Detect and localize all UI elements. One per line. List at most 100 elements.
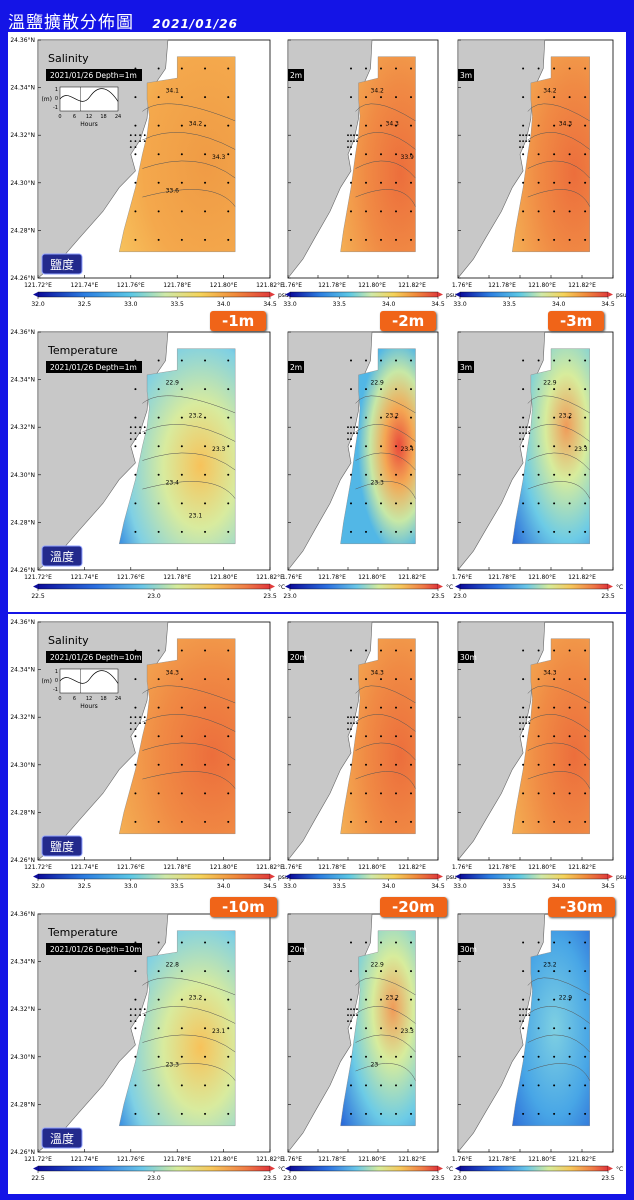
station-dot (350, 998, 352, 1001)
station-dot (537, 181, 540, 184)
tide-xtick: 0 (58, 696, 61, 702)
colorbar-tick-label: 33.5 (503, 301, 517, 308)
station-dot (356, 140, 358, 143)
station-dot (157, 210, 160, 213)
station-dot (380, 820, 382, 823)
colorbar-tick-label: 34.5 (263, 301, 277, 308)
station-dot (568, 473, 571, 476)
station-dot (365, 970, 367, 973)
station-dot (395, 67, 397, 70)
station-dot (395, 792, 397, 795)
station-dot (365, 238, 367, 241)
station-dot (528, 134, 531, 137)
station-dot (350, 96, 352, 99)
contour-label: 34.3 (212, 154, 226, 161)
station-dots (519, 67, 587, 241)
station-dot (134, 820, 137, 823)
lon-tick-label: 121.78°E (163, 1156, 191, 1163)
station-dot (519, 140, 521, 143)
field-area (512, 56, 590, 253)
partial-depth-label: 20m (288, 651, 307, 663)
station-dot (537, 96, 540, 99)
station-dot (350, 820, 352, 823)
station-dot (522, 438, 524, 440)
section-shallow: 34.1 34.2 34.3 33.6 34.2 34.3 33.9 34.2 34.3 24.3… (8, 32, 626, 612)
station-dot (365, 649, 367, 652)
station-dot (537, 359, 540, 362)
station-dot (227, 67, 230, 70)
station-dot (134, 502, 137, 505)
station-dot (584, 763, 587, 766)
station-dot (568, 1027, 571, 1030)
land-shape (457, 621, 546, 861)
station-dot (134, 210, 137, 213)
colorbar-tick-label: 33.5 (503, 883, 517, 890)
station-dot (537, 445, 540, 448)
station-dot (553, 388, 556, 391)
contour-line (355, 452, 416, 471)
land-shape (287, 621, 373, 861)
colorbar-tick-label: 33.0 (283, 883, 297, 890)
partial-depth-label: 3m (458, 361, 474, 373)
station-dot (410, 388, 412, 391)
station-dot (204, 1055, 207, 1058)
station-dot (395, 763, 397, 766)
lat-tick-label: 24.30°N (10, 1054, 35, 1061)
partial-depth-label: 20m (288, 943, 307, 955)
station-dot (410, 530, 412, 533)
station-dot (395, 96, 397, 99)
station-dot (522, 1112, 525, 1115)
station-dot (139, 1014, 141, 1017)
station-dot (157, 416, 160, 419)
station-dot (584, 735, 587, 738)
station-dot (519, 146, 521, 148)
station-dot (522, 1020, 524, 1022)
field-area (118, 930, 236, 1127)
station-dot (365, 210, 367, 213)
station-dot (365, 473, 367, 476)
station-dot (129, 1008, 132, 1011)
station-dot (410, 735, 412, 738)
station-dot (134, 1027, 137, 1030)
station-dot (410, 820, 412, 823)
station-dot (522, 388, 525, 391)
station-dot (553, 820, 556, 823)
colorbar-tick-label: 33.5 (333, 301, 347, 308)
station-dot (350, 728, 352, 730)
variable-badge: 溫度 (41, 1127, 83, 1149)
station-dot (204, 678, 207, 681)
station-dot (227, 678, 230, 681)
station-dot (522, 763, 525, 766)
station-dot (553, 416, 556, 419)
tide-xtick: 0 (58, 114, 61, 120)
station-dot (519, 1020, 521, 1022)
station-dot (410, 67, 412, 70)
station-dot (584, 792, 587, 795)
contour-line (527, 132, 590, 150)
lon-tick-label: 121.82°E (398, 864, 426, 871)
colorbar-tick-label: 33.5 (171, 301, 185, 308)
panel-title: Temperature (47, 344, 118, 357)
station-dot (522, 530, 525, 533)
contour-label: 23 (371, 1061, 379, 1068)
station-dot (157, 388, 160, 391)
station-dot (129, 1014, 132, 1017)
lat-tick-label: 24.34°N (10, 667, 35, 674)
station-dot (204, 359, 207, 362)
station-dot (157, 706, 160, 709)
station-dot (410, 96, 412, 99)
colorbar-tick-label: 23.0 (283, 1175, 297, 1182)
station-dot (380, 210, 382, 213)
station-dot (227, 1055, 230, 1058)
station-dot (134, 1008, 137, 1011)
lat-tick-label: 24.28°N (10, 809, 35, 816)
station-dot (350, 124, 352, 127)
contour-label: 23.3 (574, 446, 588, 453)
land-shape (457, 331, 546, 571)
station-dot (180, 941, 183, 944)
colorbar-low-arrow (33, 292, 38, 297)
station-dot (347, 1014, 349, 1017)
station-dot (410, 1112, 412, 1115)
contour-label: 23.2 (386, 995, 400, 1002)
